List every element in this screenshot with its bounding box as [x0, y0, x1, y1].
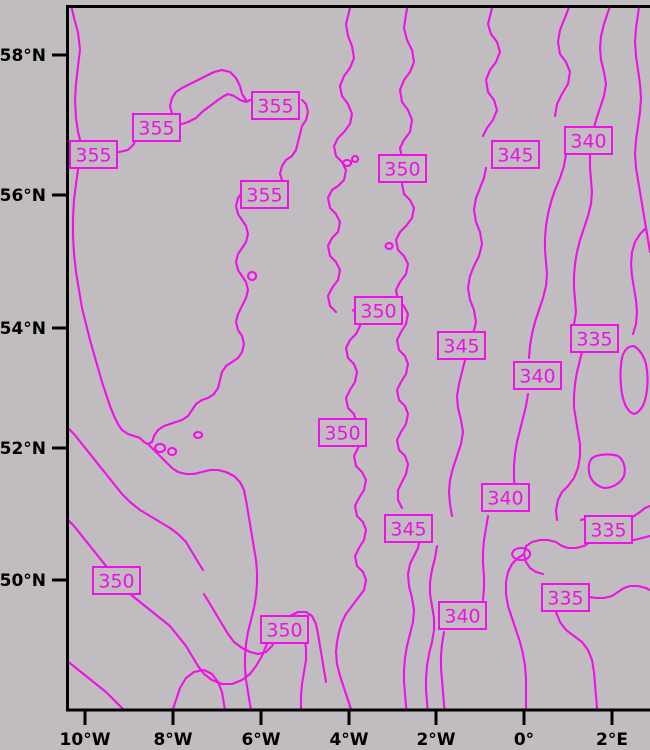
contour-label: 335 [584, 515, 633, 544]
contour-line-335-small-loop [511, 546, 532, 561]
contour-line-345-north [424, 6, 502, 710]
contour-dot-a [154, 442, 167, 453]
x-tick-label: 4°W [329, 730, 368, 750]
contour-label: 355 [69, 140, 118, 169]
contour-dot-b [167, 446, 178, 456]
axes-frame [66, 5, 650, 712]
contour-label: 335 [570, 324, 619, 353]
contour-label: 340 [513, 361, 562, 390]
contour-label: 350 [318, 418, 367, 447]
contour-label: 345 [491, 140, 540, 169]
contour-dot-d [247, 270, 258, 281]
contour-line-340-inner [569, 6, 612, 338]
x-tick-label: 6°W [241, 730, 280, 750]
contour-line-350-central [326, 6, 368, 710]
y-tick-label: 54°N [0, 319, 46, 339]
contour-layer [67, 6, 650, 710]
contour-label-text: 340 [487, 488, 523, 510]
x-tick: 6°W [241, 711, 281, 750]
contour-label: 345 [384, 514, 433, 543]
contour-label-text: 350 [98, 571, 134, 593]
x-tick: 0° [514, 711, 534, 750]
contour-line-350-east [394, 6, 422, 710]
x-tick-label: 8°W [153, 730, 192, 750]
x-tick: 2°W [416, 711, 456, 750]
y-tick: 50°N [0, 571, 67, 591]
y-tick: 54°N [0, 319, 67, 339]
contour-line-335-north [633, 6, 650, 254]
y-tick: 52°N [0, 439, 67, 459]
contour-label-text: 340 [519, 366, 555, 388]
y-tick: 58°N [0, 46, 67, 66]
x-tick: 10°W [60, 711, 111, 750]
contour-label: 350 [378, 154, 427, 183]
contour-label-layer: 355 355 355 355 350 345 [69, 91, 633, 644]
contour-label-text: 340 [570, 131, 606, 153]
y-tick: 56°N [0, 186, 67, 206]
contour-label-text: 350 [384, 159, 420, 181]
y-tick-label: 52°N [0, 439, 46, 459]
x-axis-ticks: 10°W 8°W 6°W 4°W 2°W 0° [60, 711, 628, 750]
contour-label-text: 345 [390, 519, 426, 541]
contour-label: 340 [481, 483, 530, 512]
x-tick: 4°W [329, 711, 369, 750]
contour-line-335-loop-b [619, 344, 649, 416]
contour-label-text: 335 [547, 588, 583, 610]
y-tick-label: 50°N [0, 571, 46, 591]
contour-label-text: 355 [246, 185, 282, 207]
contour-label: 335 [541, 583, 590, 612]
contour-label-text: 345 [497, 145, 533, 167]
y-tick-label: 56°N [0, 186, 46, 206]
x-tick-label: 0° [514, 730, 534, 750]
contour-label: 350 [92, 566, 141, 595]
contour-line-335-branch-east [554, 610, 599, 710]
contour-label: 355 [132, 113, 181, 142]
contour-label-text: 355 [138, 118, 174, 140]
contour-label: 355 [240, 180, 289, 209]
x-tick-label: 2°E [596, 730, 628, 750]
contour-dot-g [351, 154, 360, 163]
contour-label-text: 335 [576, 329, 612, 351]
contour-label-text: 355 [257, 96, 293, 118]
contour-line-340-north [439, 6, 572, 710]
x-tick-label: 10°W [60, 730, 111, 750]
contour-label: 350 [354, 296, 403, 325]
contour-line-350-bottomwest [67, 659, 126, 710]
contour-label: 340 [564, 126, 613, 155]
contour-label-text: 350 [324, 423, 360, 445]
contour-label: 345 [437, 331, 486, 360]
contour-line-335-lobe [587, 453, 626, 490]
contour-dot-e [384, 241, 394, 251]
x-tick-label: 2°W [416, 730, 455, 750]
contour-label: 355 [251, 91, 300, 120]
contour-label-text: 350 [360, 301, 396, 323]
contour-line-335-loop-a [629, 226, 648, 336]
contour-line-335-tail [504, 552, 528, 710]
contour-label: 350 [260, 615, 309, 644]
contour-label-text: 340 [444, 606, 480, 628]
contour-line-355-base [146, 442, 259, 710]
contour-line-355-north [168, 68, 248, 126]
x-tick: 2°E [596, 711, 628, 750]
contour-label-text: 350 [266, 620, 302, 642]
contour-label-text: 345 [443, 336, 479, 358]
y-axis-ticks: 58°N 56°N 54°N 52°N 50°N [0, 46, 67, 591]
contour-label: 340 [438, 601, 487, 630]
contour-dot-f [342, 158, 353, 167]
x-tick: 8°W [153, 711, 193, 750]
contour-dot-c [193, 430, 204, 439]
contour-label-text: 335 [590, 520, 626, 542]
contour-line-350-bottom-v [171, 668, 227, 710]
contour-label-text: 355 [75, 145, 111, 167]
y-tick-label: 58°N [0, 46, 46, 66]
